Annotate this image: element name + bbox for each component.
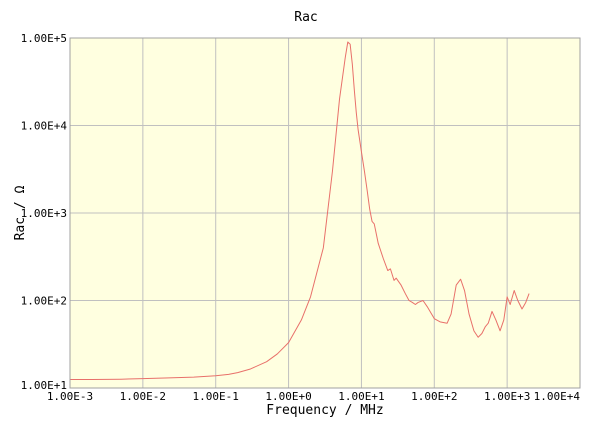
series-group <box>70 41 530 381</box>
x-tick-label: 1.00E+0 <box>265 390 311 403</box>
x-tick-label: 1.00E-3 <box>47 390 93 403</box>
y-tick-label: 1.00E+4 <box>21 120 68 133</box>
x-axis-label: Frequency / MHz <box>266 403 383 418</box>
y-tick-label: 1.00E+1 <box>21 379 67 392</box>
y-tick-label: 1.00E+2 <box>21 295 67 308</box>
x-tick-label: 1.00E+3 <box>484 390 530 403</box>
x-tick-label: 1.00E-1 <box>193 390 239 403</box>
x-tick-label: 1.00E+2 <box>411 390 457 403</box>
x-tick-label: 1.00E-2 <box>120 390 166 403</box>
x-tick-label: 1.00E+1 <box>338 390 384 403</box>
plot-frame <box>69 37 581 389</box>
y-axis-label: Rac / Ω <box>13 185 28 240</box>
y-tick-label: 1.00E+5 <box>21 32 67 45</box>
chart-title: Rac <box>294 10 317 25</box>
x-tick-labels: 1.00E-3 1.00E-2 1.00E-1 1.00E+0 1.00E+1 1.00E… <box>47 390 581 403</box>
y-tick-label: 1.00E+3 <box>21 207 67 220</box>
x-tick-label: 1.00E+4 <box>534 390 581 403</box>
y-tick-labels: 1.00E+1 1.00E+2 1.00E+3 1.00E+4 1.00E+5 <box>21 32 68 392</box>
series-line <box>70 41 530 381</box>
